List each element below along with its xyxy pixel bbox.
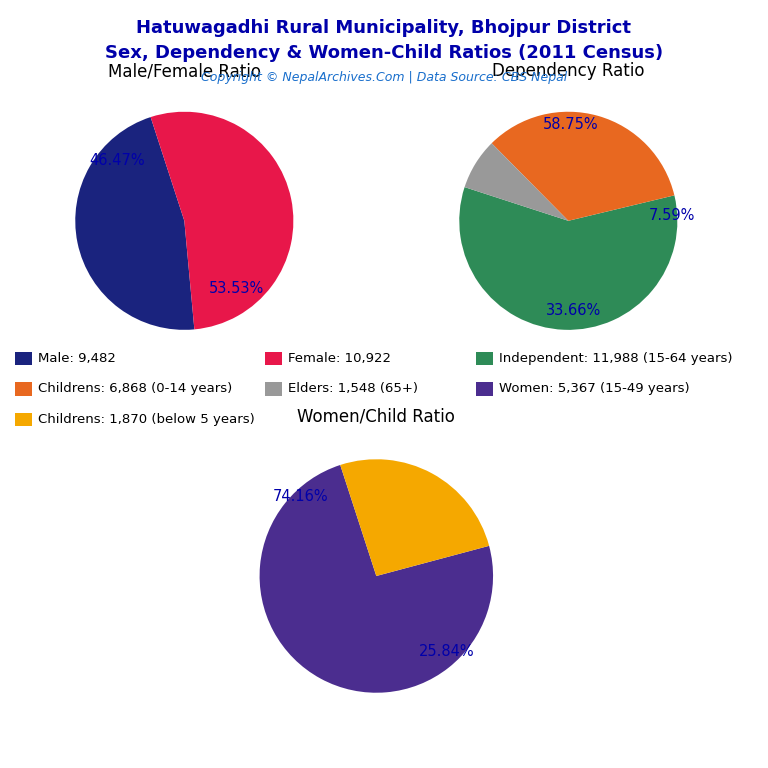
- Text: 33.66%: 33.66%: [546, 303, 601, 318]
- Text: Childrens: 1,870 (below 5 years): Childrens: 1,870 (below 5 years): [38, 413, 255, 426]
- Text: Hatuwagadhi Rural Municipality, Bhojpur District: Hatuwagadhi Rural Municipality, Bhojpur …: [137, 19, 631, 37]
- Text: 46.47%: 46.47%: [89, 154, 144, 168]
- Text: Women: 5,367 (15-49 years): Women: 5,367 (15-49 years): [499, 382, 690, 396]
- Text: Female: 10,922: Female: 10,922: [288, 352, 391, 365]
- Title: Male/Female Ratio: Male/Female Ratio: [108, 62, 261, 80]
- Wedge shape: [260, 465, 493, 693]
- Wedge shape: [465, 144, 568, 221]
- Text: Elders: 1,548 (65+): Elders: 1,548 (65+): [288, 382, 418, 396]
- Text: 58.75%: 58.75%: [543, 118, 598, 132]
- Text: Sex, Dependency & Women-Child Ratios (2011 Census): Sex, Dependency & Women-Child Ratios (20…: [105, 44, 663, 61]
- Text: Male: 9,482: Male: 9,482: [38, 352, 116, 365]
- Text: 7.59%: 7.59%: [649, 208, 695, 223]
- Wedge shape: [340, 459, 489, 576]
- Text: Childrens: 6,868 (0-14 years): Childrens: 6,868 (0-14 years): [38, 382, 233, 396]
- Text: Copyright © NepalArchives.Com | Data Source: CBS Nepal: Copyright © NepalArchives.Com | Data Sou…: [201, 71, 567, 84]
- Text: Independent: 11,988 (15-64 years): Independent: 11,988 (15-64 years): [499, 352, 733, 365]
- Wedge shape: [459, 187, 677, 329]
- Title: Women/Child Ratio: Women/Child Ratio: [297, 408, 455, 425]
- Title: Dependency Ratio: Dependency Ratio: [492, 62, 644, 80]
- Text: 53.53%: 53.53%: [209, 281, 264, 296]
- Wedge shape: [492, 112, 674, 221]
- Wedge shape: [75, 117, 194, 329]
- Text: 25.84%: 25.84%: [419, 644, 474, 660]
- Text: 74.16%: 74.16%: [273, 489, 328, 504]
- Wedge shape: [151, 112, 293, 329]
